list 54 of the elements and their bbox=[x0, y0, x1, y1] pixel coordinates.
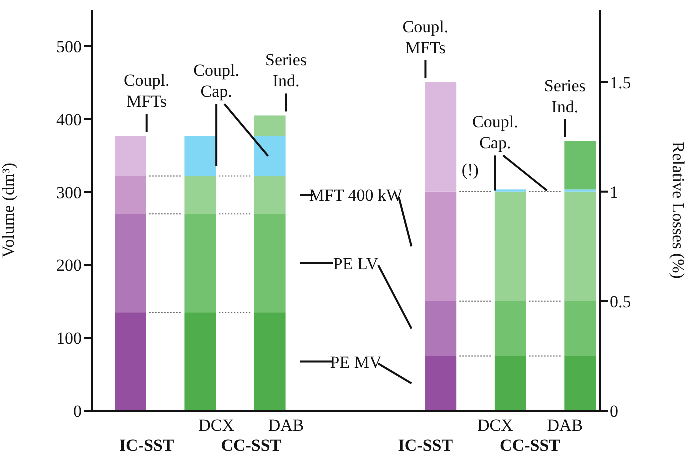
y-tick-label: 500 bbox=[56, 37, 82, 56]
y-tick-label: 100 bbox=[56, 329, 82, 348]
y-tick-label: 0 bbox=[74, 402, 82, 422]
y-tick-label: 400 bbox=[56, 110, 82, 130]
bar bbox=[564, 356, 596, 411]
y2-tick-label: 0 bbox=[610, 402, 618, 422]
bar bbox=[425, 192, 457, 302]
x-tick-label: DCX bbox=[198, 416, 235, 436]
text: Coupl. Cap. bbox=[472, 112, 518, 153]
text: CC-SST bbox=[221, 436, 282, 455]
series-label: Coupl. MFTs bbox=[124, 71, 170, 112]
text: IC-SST bbox=[398, 436, 454, 455]
bar bbox=[564, 141, 596, 190]
y2-tick-label: 1 bbox=[610, 182, 618, 202]
annotation: (!) bbox=[462, 160, 479, 180]
x-tick-label: DAB bbox=[547, 416, 584, 436]
bar bbox=[564, 192, 596, 302]
y-tick-label: 300 bbox=[56, 183, 82, 202]
bar bbox=[115, 136, 146, 176]
bar bbox=[425, 301, 457, 356]
series-label: Coupl. MFTs bbox=[402, 17, 449, 58]
text: IC-SST bbox=[119, 436, 175, 455]
bar bbox=[184, 136, 216, 176]
text: PE MV bbox=[330, 352, 382, 372]
y2-tick-label: 0.5 bbox=[610, 292, 632, 312]
bar bbox=[115, 312, 146, 411]
bar bbox=[254, 214, 286, 313]
bar bbox=[425, 82, 457, 192]
bar bbox=[254, 116, 286, 136]
text: Coupl. Cap. bbox=[194, 61, 240, 102]
series-label: Series Ind. bbox=[266, 50, 308, 91]
series-label: Series Ind. bbox=[544, 76, 586, 116]
bar bbox=[254, 176, 286, 214]
series-label: MFT 400 kW bbox=[309, 186, 404, 206]
text: CC-SST bbox=[500, 436, 562, 455]
bar bbox=[564, 301, 596, 356]
bar bbox=[254, 136, 286, 176]
bar bbox=[254, 312, 286, 411]
bar bbox=[494, 301, 526, 356]
y2-axis-title: Relative Losses (%) bbox=[668, 142, 685, 279]
y-axis-title: Volume (dm³) bbox=[0, 163, 18, 258]
bar bbox=[494, 192, 526, 302]
bar bbox=[494, 356, 526, 411]
text: PE LV bbox=[333, 254, 380, 274]
x-tick-label: DCX bbox=[477, 416, 514, 436]
bar bbox=[115, 176, 146, 214]
bar bbox=[115, 214, 146, 313]
y-tick-label: 200 bbox=[56, 256, 82, 276]
x-tick-label: DAB bbox=[268, 416, 304, 436]
bar bbox=[184, 176, 216, 214]
bar bbox=[425, 356, 457, 411]
bar bbox=[184, 214, 216, 313]
bar bbox=[184, 312, 216, 411]
y2-tick-label: 1.5 bbox=[610, 73, 632, 92]
